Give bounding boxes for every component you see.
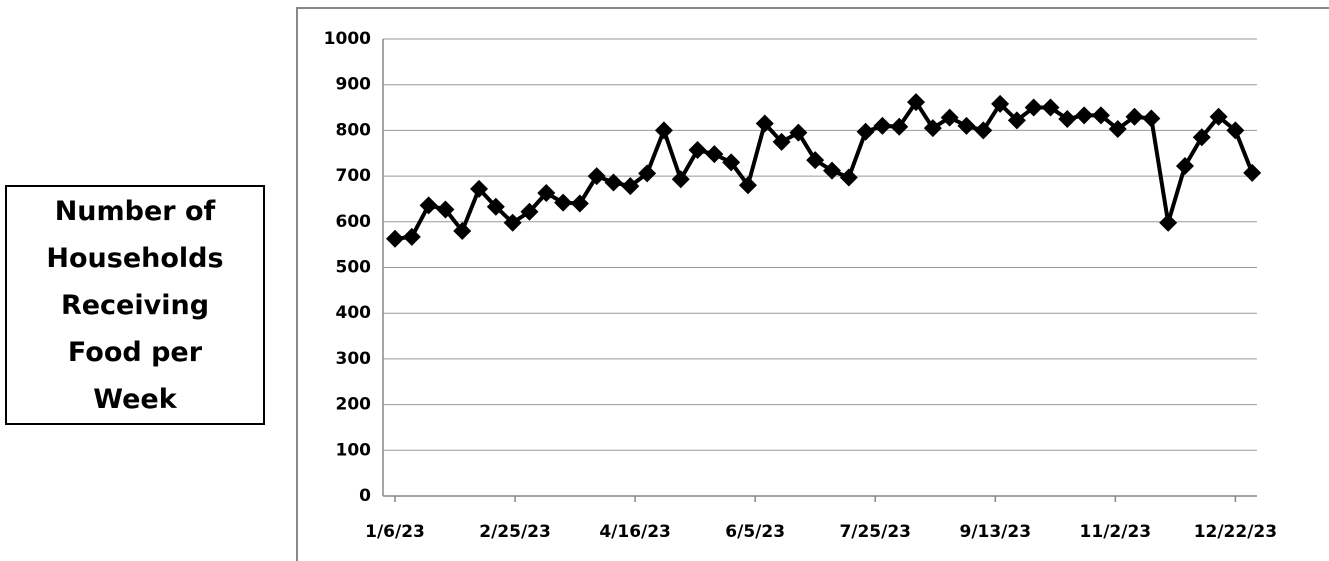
data-point: [604, 173, 623, 192]
data-point: [991, 94, 1010, 113]
y-tick-label: 1000: [324, 29, 371, 49]
y-tick-label: 400: [336, 303, 372, 323]
data-point: [1159, 213, 1178, 232]
data-point: [1075, 106, 1094, 125]
data-point: [486, 197, 505, 216]
data-point: [738, 176, 757, 195]
y-tick-label: 0: [359, 486, 371, 506]
data-point: [940, 108, 959, 127]
y-tick-label: 200: [336, 395, 372, 415]
data-point: [1091, 106, 1110, 125]
x-tick-label: 2/25/23: [479, 522, 551, 542]
data-point: [1058, 109, 1077, 128]
data-point: [923, 119, 942, 138]
data-point: [1041, 98, 1060, 117]
x-tick-label: 12/22/23: [1194, 522, 1277, 542]
data-point: [1108, 120, 1127, 139]
data-point: [839, 168, 858, 187]
data-point: [419, 196, 438, 215]
series-line: [394, 100, 1255, 241]
y-tick-label: 500: [336, 258, 372, 278]
x-tick-label: 4/16/23: [599, 522, 671, 542]
y-tick-label: 100: [336, 440, 372, 460]
y-tick-label: 300: [336, 349, 372, 369]
data-point: [789, 123, 808, 142]
data-point: [1007, 111, 1026, 130]
data-point: [705, 145, 724, 164]
data-point: [587, 167, 606, 186]
y-tick-label: 800: [336, 120, 372, 140]
data-point: [470, 179, 489, 198]
y-tick-label: 900: [336, 75, 372, 95]
y-axis-title-box: Number of Households Receiving Food per …: [5, 185, 265, 425]
data-point: [654, 121, 673, 140]
data-point: [755, 114, 774, 133]
data-point: [1226, 121, 1245, 140]
data-point: [520, 202, 539, 221]
data-point: [688, 141, 707, 160]
data-point: [503, 213, 522, 232]
data-point: [974, 121, 993, 140]
data-point: [1024, 98, 1043, 117]
data-point: [402, 227, 421, 246]
data-point: [772, 132, 791, 151]
data-point: [890, 117, 909, 136]
y-axis-title: Number of Households Receiving Food per …: [46, 195, 224, 415]
x-tick-label: 6/5/23: [725, 522, 785, 542]
x-tick-label: 11/2/23: [1080, 522, 1152, 542]
data-point: [873, 116, 892, 135]
data-point: [671, 170, 690, 189]
data-point: [1142, 109, 1161, 128]
data-point: [823, 161, 842, 180]
x-tick-label: 9/13/23: [959, 522, 1031, 542]
data-point: [957, 116, 976, 135]
x-tick-label: 1/6/23: [365, 522, 425, 542]
data-point: [1243, 163, 1262, 182]
data-point: [1175, 157, 1194, 176]
y-tick-label: 600: [336, 212, 372, 232]
data-point: [537, 184, 556, 203]
data-point: [570, 194, 589, 213]
data-point: [436, 200, 455, 219]
x-tick-label: 7/25/23: [839, 522, 911, 542]
data-point: [907, 93, 926, 112]
data-point: [806, 151, 825, 170]
data-point: [722, 153, 741, 172]
data-point: [554, 193, 573, 212]
data-point: [856, 122, 875, 141]
data-point: [1125, 107, 1144, 126]
data-point: [386, 229, 405, 248]
data-point: [1209, 107, 1228, 126]
chart-frame: [296, 7, 1329, 561]
y-tick-label: 700: [336, 166, 372, 186]
data-point: [453, 221, 472, 240]
data-point: [621, 177, 640, 196]
data-point: [638, 164, 657, 183]
data-point: [1192, 128, 1211, 147]
